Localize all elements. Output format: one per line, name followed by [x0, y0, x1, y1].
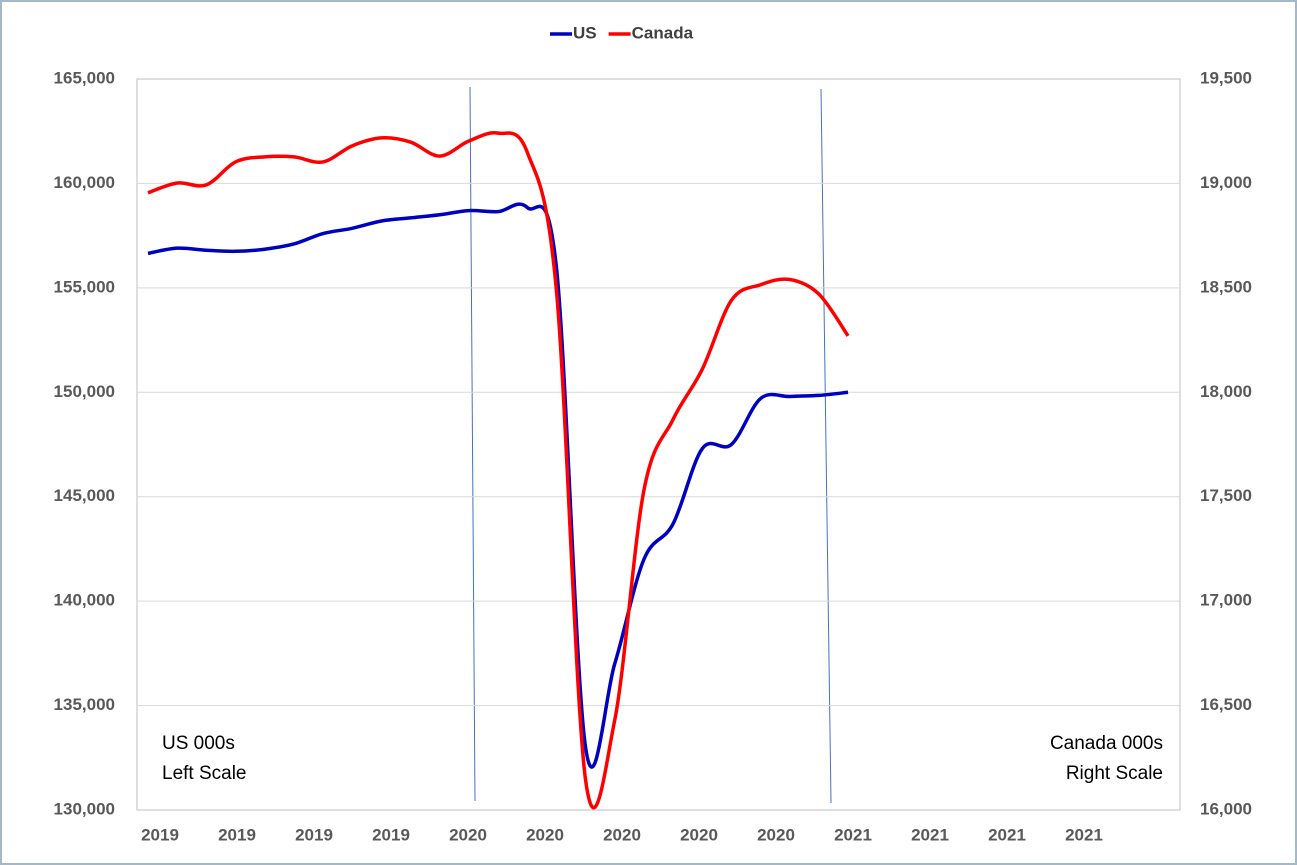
x-tick-label: 2021: [911, 825, 949, 844]
x-tick-label: 2020: [449, 825, 487, 844]
plot-frame: [136, 78, 1181, 811]
y2-tick-label: 18,500: [1200, 277, 1252, 296]
y2-tick-label: 17,000: [1200, 591, 1252, 610]
x-tick-label: 2021: [1065, 825, 1103, 844]
x-tick-label: 2021: [988, 825, 1026, 844]
x-tick-label: 2020: [757, 825, 795, 844]
marker-line: [820, 88, 832, 804]
x-tick-label: 2020: [680, 825, 718, 844]
y-tick-label: 145,000: [54, 486, 115, 505]
legend-label: Canada: [632, 23, 694, 42]
annotation: Canada 000s: [1050, 733, 1163, 754]
annotation: Left Scale: [162, 763, 247, 784]
x-tick-label: 2019: [141, 825, 179, 844]
legend-label: US: [573, 23, 597, 42]
y-tick-label: 150,000: [54, 382, 115, 401]
series-line: [147, 131, 850, 810]
x-tick-label: 2021: [834, 825, 872, 844]
y-tick-label: 140,000: [54, 591, 115, 610]
x-tick-label: 2020: [526, 825, 564, 844]
y-tick-label: 165,000: [54, 68, 115, 87]
y2-tick-label: 18,000: [1200, 382, 1252, 401]
x-tick-label: 2019: [218, 825, 256, 844]
y2-tick-label: 19,500: [1200, 68, 1252, 87]
x-tick-label: 2019: [372, 825, 410, 844]
y-tick-label: 130,000: [54, 799, 115, 818]
y-tick-label: 155,000: [54, 277, 115, 296]
series-line: [147, 202, 849, 769]
annotation: US 000s: [162, 733, 235, 754]
y-tick-label: 160,000: [54, 173, 115, 192]
x-tick-label: 2020: [603, 825, 641, 844]
x-tick-label: 2019: [295, 825, 333, 844]
y2-tick-label: 16,500: [1200, 695, 1252, 714]
y2-tick-label: 17,500: [1200, 486, 1252, 505]
y2-tick-label: 16,000: [1200, 799, 1252, 818]
y-tick-label: 135,000: [54, 695, 115, 714]
annotation: Right Scale: [1066, 763, 1163, 784]
marker-line: [469, 86, 476, 802]
y2-tick-label: 19,000: [1200, 173, 1252, 192]
